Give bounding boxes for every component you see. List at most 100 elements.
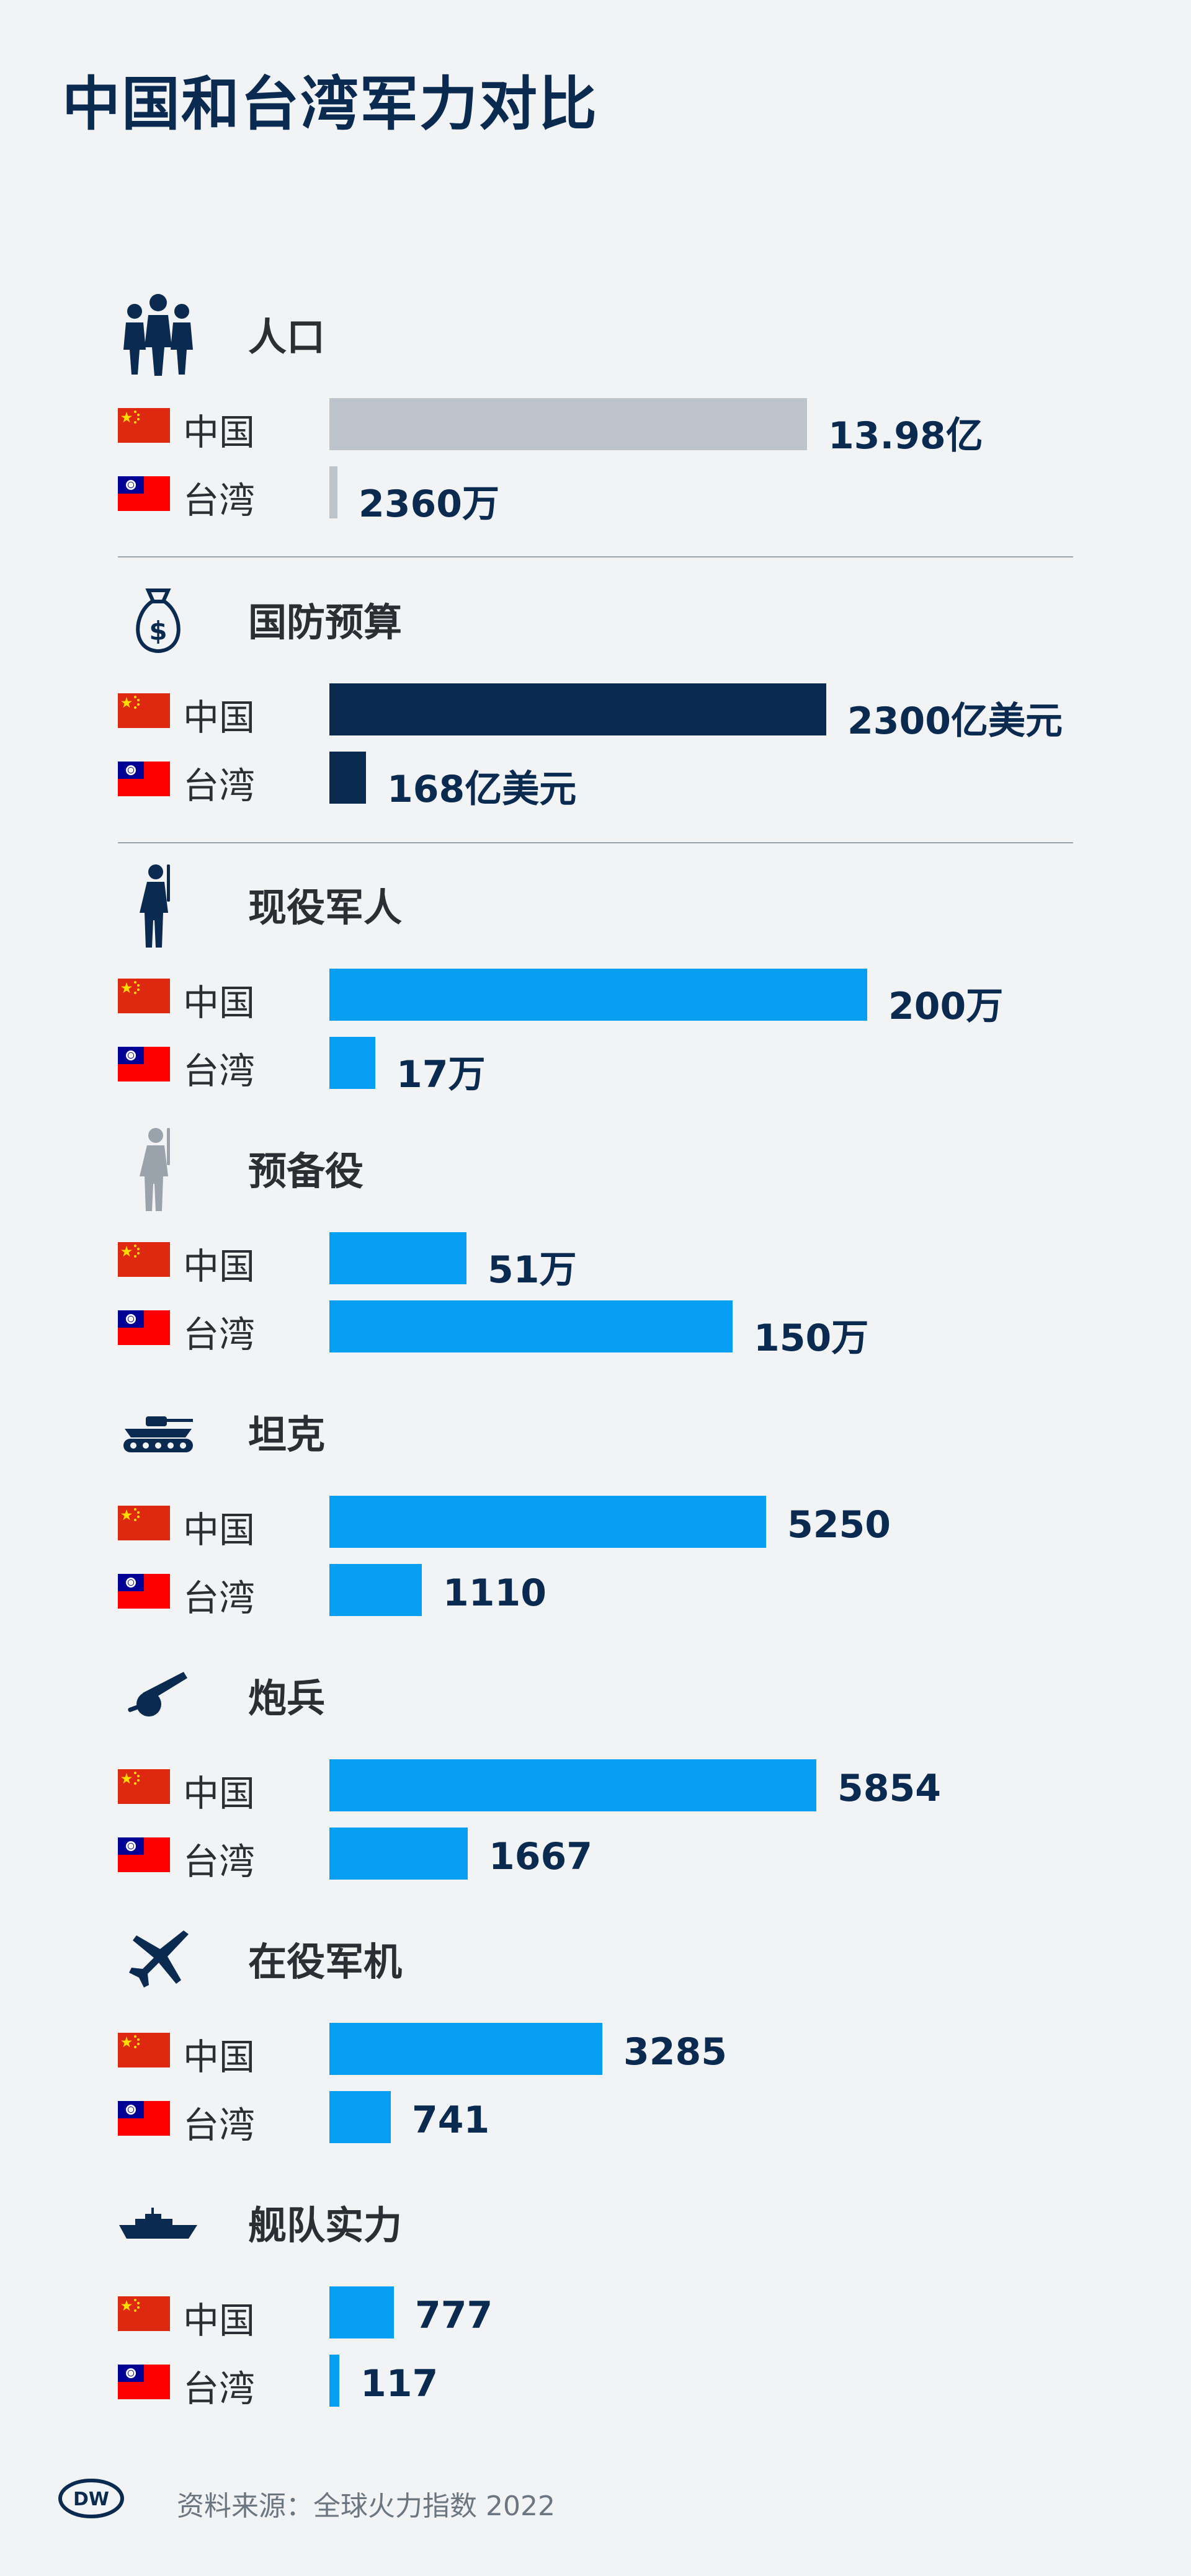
page-title: 中国和台湾军力对比 xyxy=(62,57,598,141)
bar-row: 中国 2300亿美元 xyxy=(0,683,1191,739)
china-flag-icon xyxy=(118,693,170,728)
bar xyxy=(329,2286,394,2338)
bar-row: 中国 13.98亿 xyxy=(0,398,1191,454)
bar xyxy=(329,1828,468,1880)
value-label: 741 xyxy=(412,2099,489,2142)
bar-row: 中国 200万 xyxy=(0,969,1191,1024)
money-bag-icon: $ xyxy=(115,574,202,667)
bar-row: 台湾 17万 xyxy=(0,1037,1191,1093)
bar-row: 中国 5854 xyxy=(0,1759,1191,1815)
value-label: 51万 xyxy=(488,1240,577,1294)
bar xyxy=(329,2091,391,2143)
country-label: 中国 xyxy=(183,1501,255,1553)
bar xyxy=(329,2355,339,2407)
value-label: 3285 xyxy=(623,2030,727,2074)
bar xyxy=(329,1037,375,1089)
logo-text: DW xyxy=(73,2489,109,2510)
bar xyxy=(329,752,366,804)
bar xyxy=(329,1564,422,1616)
bar-row: 中国 3285 xyxy=(0,2023,1191,2079)
taiwan-flag-icon xyxy=(118,1574,170,1609)
bar-row: 台湾 1667 xyxy=(0,1828,1191,1883)
warship-icon xyxy=(115,2177,202,2270)
bar xyxy=(329,466,337,518)
country-label: 中国 xyxy=(183,974,255,1026)
section-4: 预备役 中国 51万 台湾 150万 xyxy=(0,1122,1191,1370)
bar xyxy=(329,683,826,735)
bar-row: 中国 5250 xyxy=(0,1496,1191,1552)
bar-row: 中国 777 xyxy=(0,2286,1191,2342)
svg-text:$: $ xyxy=(149,616,167,646)
bar-row: 台湾 1110 xyxy=(0,1564,1191,1620)
country-label: 中国 xyxy=(183,1237,255,1289)
section-3: 现役军人 中国 200万 台湾 17万 xyxy=(0,859,1191,1107)
tank-icon xyxy=(115,1386,202,1479)
china-flag-icon xyxy=(118,979,170,1013)
value-label: 13.98亿 xyxy=(828,406,983,460)
section-6: 炮兵 中国 5854 台湾 1667 xyxy=(0,1650,1191,1898)
taiwan-flag-icon xyxy=(118,2365,170,2399)
bar xyxy=(329,1496,766,1548)
country-label: 中国 xyxy=(183,688,255,740)
category-label: 在役军机 xyxy=(248,1930,402,1986)
category-label: 坦克 xyxy=(248,1403,325,1459)
bar xyxy=(329,398,807,450)
category-label: 人口 xyxy=(248,306,325,362)
country-label: 中国 xyxy=(183,403,255,455)
category-label: 预备役 xyxy=(248,1140,364,1196)
china-flag-icon xyxy=(118,2296,170,2331)
value-label: 17万 xyxy=(396,1044,486,1098)
china-flag-icon xyxy=(118,408,170,443)
value-label: 5854 xyxy=(837,1767,941,1810)
taiwan-flag-icon xyxy=(118,762,170,796)
taiwan-flag-icon xyxy=(118,2101,170,2136)
bar xyxy=(329,2023,602,2075)
value-label: 2360万 xyxy=(359,474,499,528)
dw-logo: DW xyxy=(58,2478,125,2519)
bar-row: 台湾 117 xyxy=(0,2355,1191,2410)
value-label: 1667 xyxy=(489,1835,592,1878)
value-label: 150万 xyxy=(754,1308,868,1362)
bar-row: 台湾 741 xyxy=(0,2091,1191,2147)
section-7: 在役军机 中国 3285 台湾 741 xyxy=(0,1913,1191,2161)
country-label: 中国 xyxy=(183,1764,255,1816)
country-label: 中国 xyxy=(183,2291,255,2343)
value-label: 5250 xyxy=(787,1503,891,1547)
soldier-icon xyxy=(115,859,202,952)
category-label: 炮兵 xyxy=(248,1667,325,1723)
bar xyxy=(329,969,867,1021)
value-label: 200万 xyxy=(888,976,1003,1030)
category-label: 舰队实力 xyxy=(248,2194,402,2250)
bar-row: 台湾 2360万 xyxy=(0,466,1191,522)
country-label: 台湾 xyxy=(183,1305,255,1357)
country-label: 台湾 xyxy=(183,471,255,523)
bar xyxy=(329,1759,816,1811)
value-label: 777 xyxy=(415,2294,493,2337)
section-8: 舰队实力 中国 777 台湾 117 xyxy=(0,2177,1191,2425)
section-5: 坦克 中国 5250 台湾 1110 xyxy=(0,1386,1191,1634)
artillery-icon xyxy=(115,1650,202,1743)
taiwan-flag-icon xyxy=(118,1310,170,1345)
country-label: 台湾 xyxy=(183,2360,255,2412)
country-label: 台湾 xyxy=(183,1042,255,1094)
reserve-soldier-icon xyxy=(115,1122,202,1215)
section-divider xyxy=(118,842,1073,843)
bar xyxy=(329,1232,466,1284)
country-label: 台湾 xyxy=(183,2096,255,2148)
bar-row: 台湾 150万 xyxy=(0,1300,1191,1356)
fighter-jet-icon xyxy=(115,1913,202,2006)
section-divider xyxy=(118,556,1073,557)
value-label: 168亿美元 xyxy=(387,759,576,813)
value-label: 2300亿美元 xyxy=(847,691,1063,745)
category-label: 国防预算 xyxy=(248,591,402,647)
taiwan-flag-icon xyxy=(118,476,170,511)
country-label: 台湾 xyxy=(183,1569,255,1621)
bar xyxy=(329,1300,733,1352)
bar-row: 中国 51万 xyxy=(0,1232,1191,1288)
category-label: 现役军人 xyxy=(248,876,402,932)
china-flag-icon xyxy=(118,1506,170,1540)
taiwan-flag-icon xyxy=(118,1837,170,1872)
value-label: 1110 xyxy=(443,1571,546,1615)
taiwan-flag-icon xyxy=(118,1047,170,1081)
section-2: $ 国防预算 中国 2300亿美元 台湾 168亿美元 xyxy=(0,574,1191,822)
